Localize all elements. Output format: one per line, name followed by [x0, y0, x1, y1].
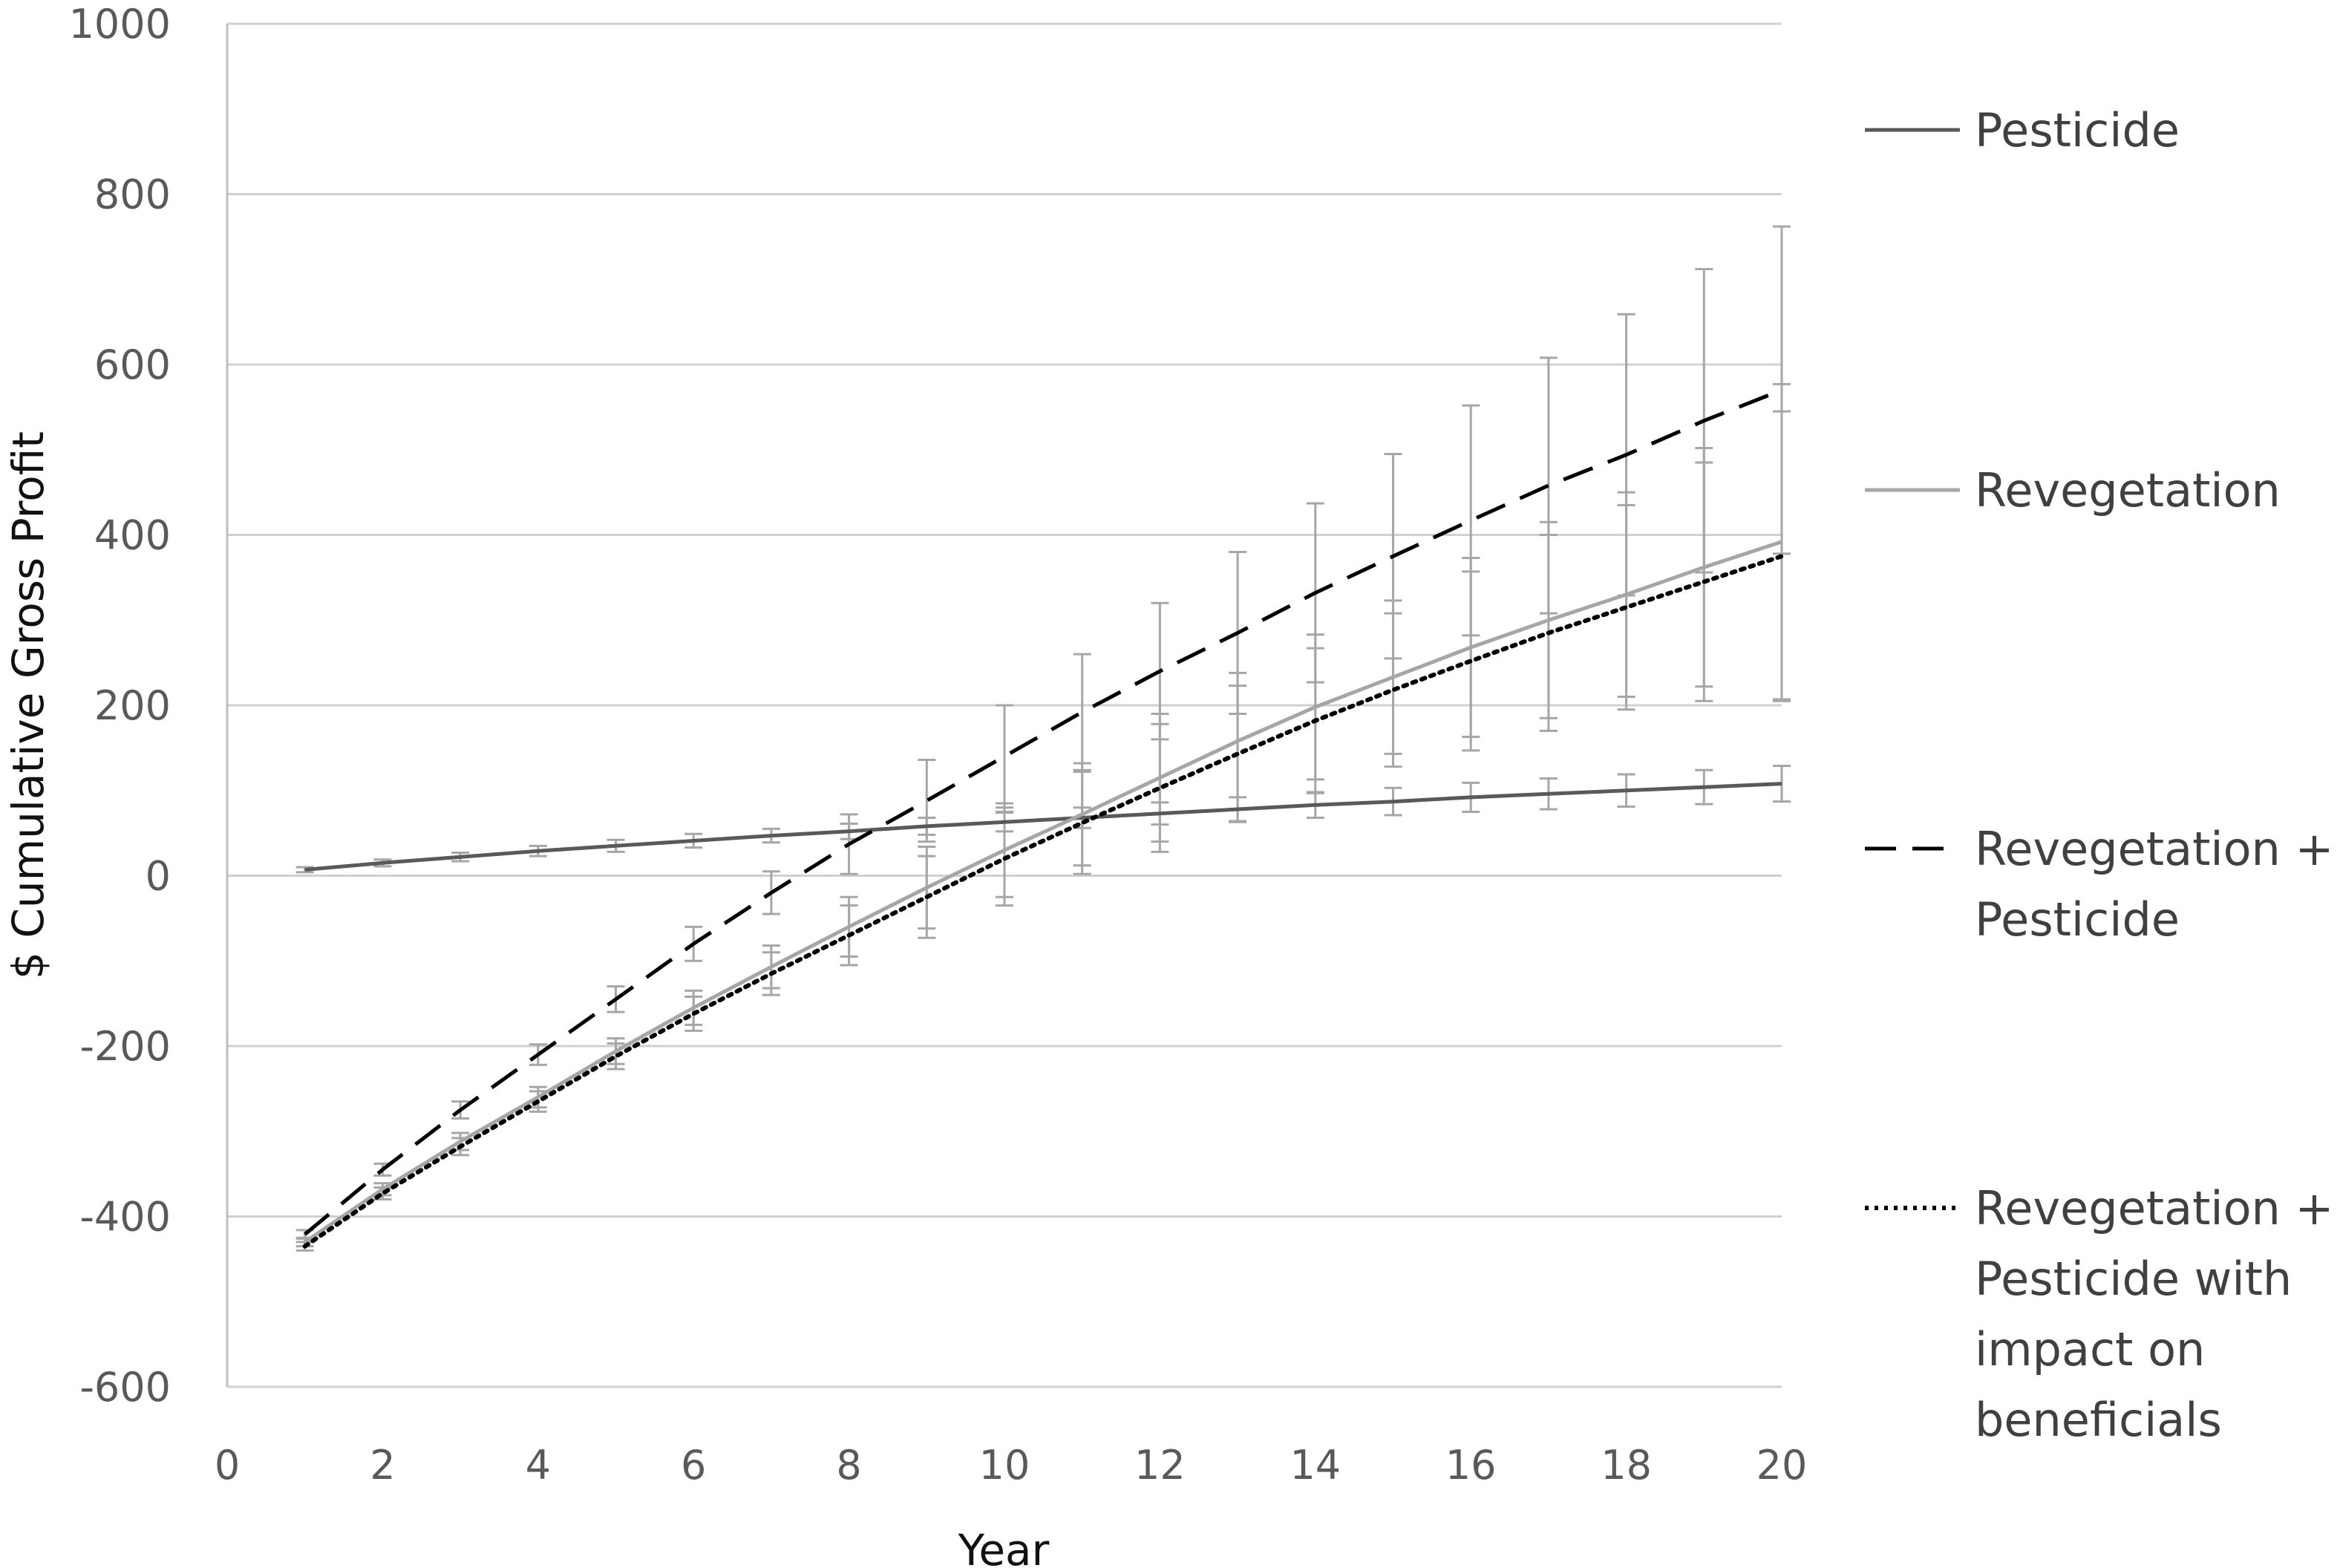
y-tick-label: -400	[79, 1194, 171, 1241]
error-bar	[996, 704, 1013, 809]
legend-item-4: Revegetation + Pesticide with impact on ben…	[1865, 1181, 2334, 1447]
error-bar	[1151, 722, 1169, 853]
y-axis-title: $ Cumulative Gross Profit	[3, 431, 53, 979]
legend-label: beneficials	[1975, 1393, 2222, 1447]
x-axis-title: Year	[958, 1525, 1050, 1568]
series-line-1	[304, 782, 1782, 872]
y-tick-label: -600	[79, 1364, 171, 1411]
legend-label: Pesticide	[1975, 892, 2180, 947]
x-tick-label: 8	[836, 1442, 861, 1489]
y-tick-label: 1000	[69, 1, 171, 48]
error-bar	[1773, 764, 1791, 803]
tick-labels: -600 -400 -200 0 200 400 600 800 1000 0 2 4 6 8 10 12 14…	[69, 1, 1808, 1489]
x-tick-label: 20	[1756, 1442, 1808, 1489]
legend-label: Revegetation +	[1975, 1181, 2334, 1235]
x-tick-label: 10	[979, 1442, 1030, 1489]
y-tick-label: -200	[79, 1023, 171, 1070]
series-line-2	[304, 540, 1782, 1244]
x-tick-label: 14	[1290, 1442, 1341, 1489]
y-tick-label: 0	[146, 853, 171, 900]
y-tick-label: 200	[94, 682, 171, 729]
legend-label: Pesticide	[1975, 103, 2180, 157]
error-bar	[918, 758, 936, 843]
x-tick-label: 18	[1601, 1442, 1652, 1489]
legend-label: Revegetation	[1975, 463, 2281, 517]
series-line-3	[304, 388, 1782, 1236]
y-tick-label: 400	[94, 512, 171, 559]
legend-item-2: Revegetation	[1865, 463, 2281, 517]
legend-item-1: Pesticide	[1865, 103, 2180, 157]
legend: Pesticide Revegetation Revegetation + Pesti…	[1865, 103, 2334, 1447]
series-line-4	[302, 554, 1784, 1249]
y-tick-label: 800	[94, 172, 171, 218]
x-tick-label: 4	[526, 1442, 551, 1489]
legend-label: impact on	[1975, 1322, 2205, 1376]
series-lines	[302, 388, 1784, 1249]
legend-label: Pesticide with	[1975, 1252, 2292, 1306]
x-tick-label: 2	[370, 1442, 395, 1489]
x-tick-label: 12	[1134, 1442, 1186, 1489]
y-tick-label: 600	[94, 342, 171, 388]
x-tick-label: 16	[1445, 1442, 1497, 1489]
x-tick-label: 6	[681, 1442, 706, 1489]
error-bar	[1073, 653, 1091, 771]
error-bars	[295, 225, 1791, 1252]
legend-label: Revegetation +	[1975, 822, 2334, 876]
x-tick-label: 0	[215, 1442, 240, 1489]
legend-item-3: Revegetation + Pesticide	[1865, 822, 2334, 947]
